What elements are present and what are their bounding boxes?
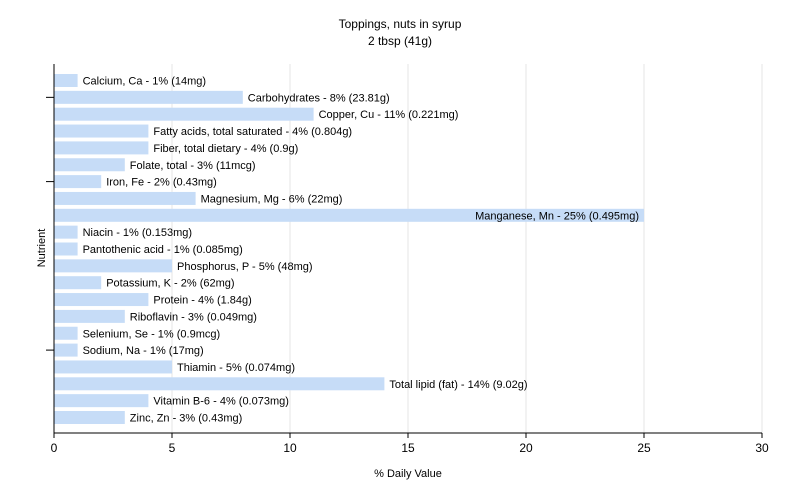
x-tick-label: 10 [283,441,297,455]
bar-label: Pantothenic acid - 1% (0.085mg) [83,244,243,256]
bar [54,225,78,239]
bar [54,343,78,357]
bar-label: Carbohydrates - 8% (23.81g) [248,92,390,104]
x-tick-label: 5 [169,441,176,455]
x-axis-title: % Daily Value [374,468,442,480]
bar-label: Calcium, Ca - 1% (14mg) [83,76,206,88]
bar [54,107,314,121]
x-tick-label: 30 [755,441,769,455]
bar-label: Manganese, Mn - 25% (0.495mg) [475,210,639,222]
bar-label: Protein - 4% (1.84g) [153,295,251,307]
bar [54,191,196,205]
bars: Calcium, Ca - 1% (14mg) Carbohydrates - 8… [54,74,644,425]
bar-label: Thiamin - 5% (0.074mg) [177,362,295,374]
bar [54,208,644,222]
bar [54,411,125,424]
bar-label: Selenium, Se - 1% (0.9mcg) [83,328,221,340]
bar [54,74,78,87]
bar [54,377,385,391]
bar-label: Iron, Fe - 2% (0.43mg) [106,177,217,189]
bar [54,242,78,256]
chart-subtitle: 2 tbsp (41g) [368,34,432,48]
x-tick-label: 15 [401,441,415,455]
bar [54,293,149,307]
bar-label: Fatty acids, total saturated - 4% (0.804… [153,126,352,138]
bar [54,276,102,290]
bar-label: Phosphorus, P - 5% (48mg) [177,261,313,273]
axes: 0 5 10 15 20 25 30 [46,64,769,455]
bar-label: Folate, total - 3% (11mcg) [130,160,256,172]
bar-label: Niacin - 1% (0.153mg) [83,227,192,239]
bar-label: Zinc, Zn - 3% (0.43mg) [130,413,242,425]
bar-label: Copper, Cu - 11% (0.221mg) [319,109,459,121]
bar [54,158,125,172]
bar [54,326,78,340]
bar-label: Fiber, total dietary - 4% (0.9g) [153,143,298,155]
y-axis-title: Nutrient [36,229,48,268]
x-tick-label: 25 [637,441,651,455]
bar [54,259,172,273]
bar-label: Potassium, K - 2% (62mg) [106,278,234,290]
bar [54,360,172,374]
bar [54,394,149,408]
bar [54,309,125,323]
bar [54,141,149,155]
bar [54,90,243,104]
bar-label: Vitamin B-6 - 4% (0.073mg) [153,396,289,408]
x-tick-label: 20 [519,441,533,455]
x-tick-label: 0 [51,441,58,455]
bar-label: Sodium, Na - 1% (17mg) [83,345,204,357]
bar-label: Riboflavin - 3% (0.049mg) [130,311,257,323]
bar [54,175,102,189]
bar-label: Total lipid (fat) - 14% (9.02g) [389,379,527,391]
bar-label: Magnesium, Mg - 6% (22mg) [201,193,343,205]
chart-title: Toppings, nuts in syrup [339,17,462,31]
bar [54,124,149,138]
